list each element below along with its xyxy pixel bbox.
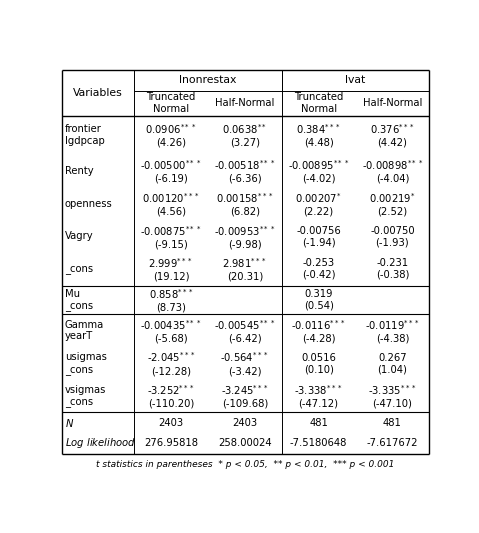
Text: 258.00024: 258.00024: [218, 439, 272, 448]
Text: 2.999$^{***}$
(19.12): 2.999$^{***}$ (19.12): [148, 256, 194, 282]
Text: 2.981$^{***}$
(20.31): 2.981$^{***}$ (20.31): [222, 256, 267, 282]
Text: -0.00545$^{***}$
(-6.42): -0.00545$^{***}$ (-6.42): [214, 318, 275, 343]
Text: 0.0638$^{**}$
(3.27): 0.0638$^{**}$ (3.27): [222, 123, 267, 148]
Text: Gamma
yearT: Gamma yearT: [65, 320, 104, 342]
Text: 0.00158$^{***}$
(6.82): 0.00158$^{***}$ (6.82): [216, 191, 274, 216]
Text: 2403: 2403: [232, 418, 257, 428]
Text: Truncated
Normal: Truncated Normal: [146, 92, 196, 114]
Text: -0.00898$^{***}$
(-4.04): -0.00898$^{***}$ (-4.04): [362, 158, 423, 184]
Text: lvat: lvat: [345, 76, 365, 85]
Text: 0.00207$^{*}$
(2.22): 0.00207$^{*}$ (2.22): [295, 191, 342, 216]
Text: -0.00895$^{***}$
(-4.02): -0.00895$^{***}$ (-4.02): [288, 158, 349, 184]
Text: -0.00518$^{***}$
(-6.36): -0.00518$^{***}$ (-6.36): [214, 158, 275, 184]
Text: -0.0119$^{***}$
(-4.38): -0.0119$^{***}$ (-4.38): [365, 318, 420, 343]
Text: -3.245$^{***}$
(-109.68): -3.245$^{***}$ (-109.68): [221, 383, 269, 409]
Text: Truncated
Normal: Truncated Normal: [294, 92, 343, 114]
Text: Vagry: Vagry: [65, 231, 93, 241]
Text: t statistics in parentheses  * p < 0.05,  ** p < 0.01,  *** p < 0.001: t statistics in parentheses * p < 0.05, …: [96, 460, 395, 469]
Text: $N$: $N$: [65, 417, 74, 429]
Text: Variables: Variables: [73, 88, 123, 98]
Text: openness: openness: [65, 199, 113, 209]
Text: 0.00120$^{***}$
(4.56): 0.00120$^{***}$ (4.56): [142, 191, 200, 216]
Text: 481: 481: [309, 418, 328, 428]
Text: 0.319
(0.54): 0.319 (0.54): [304, 289, 333, 311]
Text: -0.00435$^{***}$
(-5.68): -0.00435$^{***}$ (-5.68): [140, 318, 202, 343]
Text: -3.338$^{***}$
(-47.12): -3.338$^{***}$ (-47.12): [294, 383, 343, 409]
Text: $\mathit{Log\ likelihood}$: $\mathit{Log\ likelihood}$: [65, 437, 136, 450]
Text: 0.00219$^{*}$
(2.52): 0.00219$^{*}$ (2.52): [369, 191, 416, 216]
Text: 0.267
(1.04): 0.267 (1.04): [377, 352, 407, 374]
Text: -7.5180648: -7.5180648: [290, 439, 347, 448]
Text: 0.376$^{***}$
(4.42): 0.376$^{***}$ (4.42): [370, 123, 415, 148]
Text: -0.00875$^{***}$
(-9.15): -0.00875$^{***}$ (-9.15): [140, 224, 202, 249]
Text: 2403: 2403: [159, 418, 183, 428]
Text: -3.335$^{***}$
(-47.10): -3.335$^{***}$ (-47.10): [368, 383, 417, 409]
Text: -0.0116$^{***}$
(-4.28): -0.0116$^{***}$ (-4.28): [291, 318, 346, 343]
Text: -7.617672: -7.617672: [366, 439, 418, 448]
Text: usigmas
_cons: usigmas _cons: [65, 352, 106, 375]
Text: -0.231
(-0.38): -0.231 (-0.38): [376, 259, 409, 280]
Text: Mu
_cons: Mu _cons: [65, 289, 93, 311]
Text: 0.858$^{***}$
(8.73): 0.858$^{***}$ (8.73): [148, 287, 194, 312]
Text: Renty: Renty: [65, 166, 93, 176]
Text: frontier
lgdpcap: frontier lgdpcap: [65, 124, 104, 146]
Text: -0.00750
(-1.93): -0.00750 (-1.93): [370, 225, 415, 247]
Text: -0.00953$^{***}$
(-9.98): -0.00953$^{***}$ (-9.98): [214, 224, 275, 249]
Text: -0.00500$^{***}$
(-6.19): -0.00500$^{***}$ (-6.19): [140, 158, 202, 184]
Text: 0.0906$^{***}$
(4.26): 0.0906$^{***}$ (4.26): [145, 123, 197, 148]
Text: _cons: _cons: [65, 264, 93, 274]
Text: -2.045$^{***}$
(-12.28): -2.045$^{***}$ (-12.28): [147, 351, 195, 376]
Text: -0.00756
(-1.94): -0.00756 (-1.94): [296, 225, 341, 247]
Text: Half-Normal: Half-Normal: [363, 98, 422, 108]
Text: 0.384$^{***}$
(4.48): 0.384$^{***}$ (4.48): [296, 123, 341, 148]
Text: lnonrestax: lnonrestax: [179, 76, 237, 85]
Text: 481: 481: [383, 418, 402, 428]
Text: -3.252$^{***}$
(-110.20): -3.252$^{***}$ (-110.20): [147, 383, 195, 409]
Text: 276.95818: 276.95818: [144, 439, 198, 448]
Text: vsigmas
_cons: vsigmas _cons: [65, 385, 106, 407]
Text: -0.253
(-0.42): -0.253 (-0.42): [302, 259, 335, 280]
Text: -0.564$^{***}$
(-3.42): -0.564$^{***}$ (-3.42): [220, 351, 269, 376]
Text: 0.0516
(0.10): 0.0516 (0.10): [301, 352, 336, 374]
Text: Half-Normal: Half-Normal: [215, 98, 274, 108]
